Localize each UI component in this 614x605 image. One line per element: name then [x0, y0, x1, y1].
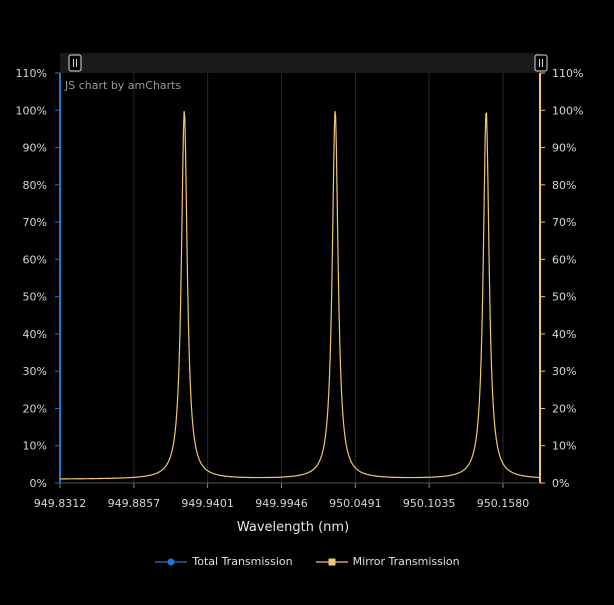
y-tick-label-left: 0%: [30, 477, 47, 490]
legend-label-total: Total Transmission: [192, 555, 293, 568]
y-tick-label-left: 110%: [16, 67, 47, 80]
y-tick-label-left: 20%: [23, 402, 47, 415]
y-tick-label-right: 30%: [552, 365, 576, 378]
legend-item-mirror-transmission[interactable]: Mirror Transmission: [315, 555, 460, 568]
x-tick-label: 949.8312: [34, 497, 87, 510]
y-tick-label-right: 20%: [552, 402, 576, 415]
x-tick-label: 950.0491: [329, 497, 382, 510]
y-tick-label-left: 100%: [16, 104, 47, 117]
y-tick-label-left: 10%: [23, 440, 47, 453]
x-tick-label: 950.1035: [403, 497, 456, 510]
y-tick-label-right: 60%: [552, 253, 576, 266]
legend-marker-mirror: [315, 558, 348, 565]
x-axis-labels: 949.8312 949.8857 949.9401 949.9946 950.0491…: [34, 483, 529, 510]
x-tick-label: 950.1580: [477, 497, 530, 510]
series-line-mirror-transmission: [60, 111, 541, 480]
y-tick-label-right: 100%: [552, 104, 583, 117]
legend-marker-total: [155, 558, 188, 565]
y-tick-label-right: 40%: [552, 328, 576, 341]
grid-lines: [59, 73, 504, 483]
scrollbar-left-grip[interactable]: [68, 54, 82, 72]
right-y-axis-labels: 0% 10% 20% 30% 40% 50% 60% 70% 80% 90% 100% 110%: [540, 67, 583, 490]
y-tick-label-left: 50%: [23, 291, 47, 304]
y-tick-label-right: 80%: [552, 179, 576, 192]
y-tick-label-right: 70%: [552, 216, 576, 229]
legend-item-total-transmission[interactable]: Total Transmission: [154, 555, 293, 568]
y-tick-label-left: 90%: [23, 142, 47, 155]
x-tick-label: 949.9401: [181, 497, 234, 510]
legend: Total Transmission Mirror Transmission: [0, 555, 614, 568]
x-axis-title: Wavelength (nm): [237, 520, 349, 535]
y-tick-label-right: 50%: [552, 291, 576, 304]
legend-label-mirror: Mirror Transmission: [352, 555, 460, 568]
y-tick-label-left: 80%: [23, 179, 47, 192]
y-tick-label-left: 30%: [23, 365, 47, 378]
y-tick-label-right: 110%: [552, 67, 583, 80]
scrollbar-right-grip[interactable]: [534, 54, 548, 72]
y-tick-label-right: 90%: [552, 142, 576, 155]
y-tick-label-left: 40%: [23, 328, 47, 341]
y-tick-label-left: 70%: [23, 216, 47, 229]
y-tick-label-right: 10%: [552, 440, 576, 453]
y-tick-label-right: 0%: [552, 477, 569, 490]
y-tick-label-left: 60%: [23, 253, 47, 266]
amcharts-credit[interactable]: JS chart by amCharts: [64, 79, 181, 92]
chart-scrollbar[interactable]: [60, 53, 540, 73]
x-tick-label: 949.8857: [108, 497, 161, 510]
left-y-axis-labels: 0% 10% 20% 30% 40% 50% 60% 70% 80% 90% 100% 110%: [16, 67, 60, 490]
x-tick-label: 949.9946: [255, 497, 308, 510]
